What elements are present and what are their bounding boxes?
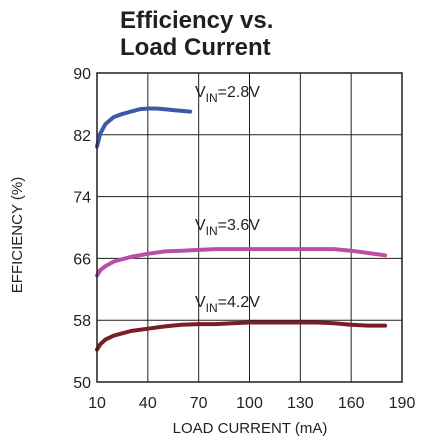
y-tick-label: 82 (73, 128, 91, 145)
series-line (95, 106, 193, 149)
x-axis-label: LOAD CURRENT (mA) (173, 420, 328, 437)
y-tick-label: 90 (73, 66, 91, 83)
series-line (95, 247, 388, 278)
x-tick-labels: 10 40 70 100 130 160 190 (88, 395, 415, 412)
chart-title-line-2: Load Current (120, 34, 271, 61)
y-tick-label: 66 (73, 251, 91, 268)
series-lines (95, 106, 388, 352)
chart-title-line-1: Efficiency vs. (120, 7, 273, 34)
x-tick-label: 40 (139, 395, 157, 412)
y-tick-label: 50 (73, 375, 91, 392)
y-tick-label: 58 (73, 313, 91, 330)
y-tick-labels: 50 58 66 74 82 90 (73, 66, 91, 392)
plot-frame (96, 72, 403, 383)
x-tick-label: 160 (338, 395, 365, 412)
series-line (95, 320, 388, 352)
x-tick-label: 190 (389, 395, 416, 412)
x-tick-label: 10 (88, 395, 106, 412)
series-label: VIN=4.2V (195, 294, 260, 315)
series-label: VIN=3.6V (195, 217, 260, 238)
y-tick-label: 74 (73, 190, 91, 207)
y-axis-label: EFFICIENCY (%) (9, 177, 26, 293)
series-label: VIN=2.8V (195, 84, 260, 105)
x-tick-label: 130 (287, 395, 314, 412)
x-tick-label: 100 (236, 395, 263, 412)
x-tick-label: 70 (190, 395, 208, 412)
series-annotations: VIN=2.8V VIN=3.6V VIN=4.2V (195, 84, 260, 315)
